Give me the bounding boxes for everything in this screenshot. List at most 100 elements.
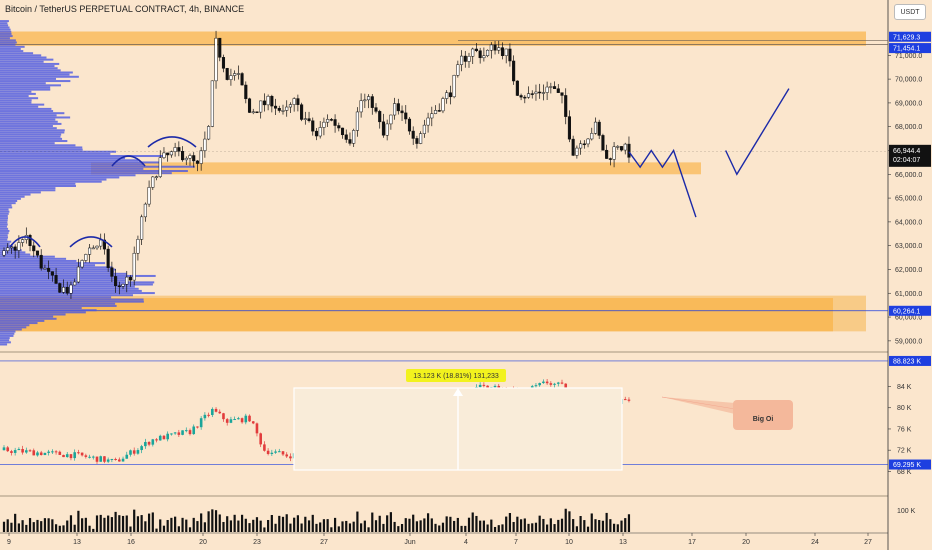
volume-bar: [58, 525, 61, 532]
candle-body: [545, 86, 549, 93]
candle: [311, 117, 315, 136]
volume-bar: [546, 524, 549, 532]
oi-candle-body: [229, 419, 233, 423]
candle: [579, 140, 583, 155]
oi-candle-body: [151, 439, 155, 445]
oi-candle: [151, 438, 155, 447]
volume-bar: [527, 523, 530, 532]
volume-bar: [252, 519, 255, 532]
oi-candle: [534, 382, 538, 389]
candle: [28, 233, 32, 252]
time-axis: [8, 533, 869, 536]
volume-bar: [453, 520, 456, 532]
candle: [58, 282, 62, 294]
oi-candle: [91, 455, 95, 460]
candle-body: [448, 92, 452, 98]
volume-profile-bar: [0, 324, 30, 327]
oi-candle-body: [263, 444, 266, 451]
volume-bar: [222, 521, 225, 532]
candle-body: [627, 143, 631, 158]
candle-body: [214, 37, 218, 82]
volume-profile-bar: [0, 35, 13, 38]
candle: [363, 93, 367, 109]
currency-unit-button[interactable]: USDT: [894, 4, 926, 20]
volume-bar: [162, 525, 166, 532]
volume-profile-bar: [0, 142, 55, 145]
candle: [281, 104, 285, 115]
candle: [177, 141, 181, 157]
volume-bar: [174, 516, 177, 532]
oi-candle: [88, 454, 91, 459]
oi-candle: [51, 449, 54, 454]
oi-candle-body: [222, 413, 225, 420]
volume-profile-bar: [0, 311, 86, 314]
volume-bar: [560, 518, 564, 532]
candle: [255, 111, 259, 114]
volume-bar: [586, 526, 590, 532]
volume-profile-bar: [0, 146, 83, 149]
volume-bar: [40, 521, 43, 532]
candle-body: [400, 110, 404, 114]
oi-candle: [255, 422, 259, 437]
candle: [277, 105, 281, 113]
oi-candle: [233, 416, 236, 421]
oi-candle-body: [17, 448, 21, 451]
volume-bar: [103, 517, 106, 532]
volume-bar: [88, 525, 91, 532]
candle-body: [359, 100, 363, 113]
volume-bar: [300, 523, 303, 532]
candle-body: [460, 55, 464, 65]
volume-profile-bar: [0, 105, 39, 108]
candle: [39, 249, 43, 271]
candle: [244, 81, 248, 104]
volume-bar: [14, 513, 17, 532]
volume-profile-bar: [0, 317, 57, 320]
candle: [564, 88, 568, 125]
oi-candle-body: [266, 450, 270, 454]
candle: [590, 127, 594, 141]
oi-candle: [6, 445, 10, 453]
volume-bar: [575, 526, 578, 532]
resistance-zone: [0, 31, 866, 46]
volume-bar: [408, 518, 411, 532]
oi-candle-body: [207, 414, 210, 416]
volume-profile-bar: [0, 339, 10, 342]
volume-profile-bar: [0, 92, 36, 95]
volume-bar: [203, 522, 206, 532]
candle-body: [177, 147, 181, 152]
volume-profile-bar: [0, 65, 55, 68]
oi-candle-body: [170, 433, 173, 435]
candle-body: [255, 111, 259, 114]
oi-candle-body: [132, 450, 136, 454]
oi-candle: [211, 407, 214, 418]
candle-body: [608, 158, 612, 160]
volume-profile-bar: [0, 296, 112, 299]
oi-candle: [69, 454, 73, 461]
volume-profile-bar: [0, 232, 9, 235]
volume-profile-bar: [0, 178, 107, 181]
oi-top-tag: 88.823 K: [893, 358, 921, 365]
volume-bar: [159, 519, 162, 532]
candle: [225, 67, 229, 81]
volume-profile-bar: [0, 189, 56, 192]
volume-bar: [594, 519, 597, 532]
candle: [504, 48, 508, 64]
candle: [2, 247, 6, 258]
volume-profile-bar: [0, 152, 111, 155]
oi-candle-body: [158, 435, 162, 441]
candle-body: [560, 92, 564, 96]
candle-body: [553, 86, 557, 89]
oi-candle-body: [103, 456, 106, 462]
volume-profile-bar: [0, 32, 12, 35]
oi-candle-body: [233, 419, 236, 421]
volume-profile-bar: [0, 116, 71, 119]
volume-bar: [322, 519, 326, 532]
volume-bar: [557, 519, 560, 532]
volume-profile-bar: [0, 199, 18, 202]
volume-bar: [542, 518, 545, 532]
candle: [500, 42, 505, 60]
candle: [162, 147, 166, 160]
candle: [549, 82, 553, 94]
candle: [541, 84, 545, 101]
